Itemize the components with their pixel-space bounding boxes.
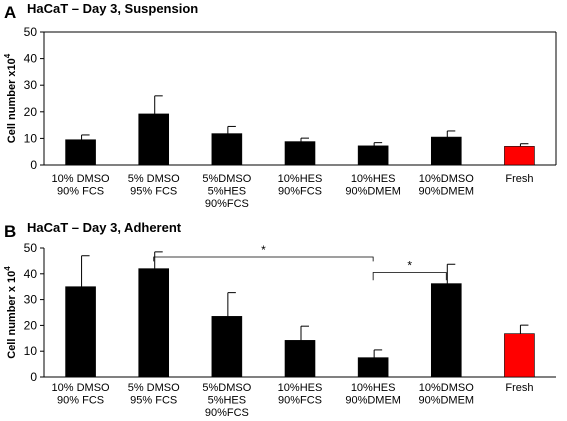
panel-b-category-label: 90%DMEM	[418, 395, 474, 407]
panel-b-significance-bracket	[372, 272, 447, 281]
panel-a-bar	[284, 141, 316, 166]
panel-a-category-label: 5% DMSO	[128, 173, 180, 185]
panel-b-bar	[138, 268, 170, 378]
panel-b-chart: 0 10 20 30 40 50 Cell number x 104 10% DMSO90% …	[3, 241, 556, 419]
panel-b-title: HaCaT – Day 3, Adherent	[27, 220, 182, 235]
panel-a-y-tick-label: 20	[24, 105, 38, 119]
panel-b-y-tick-label: 10	[24, 344, 38, 358]
panel-b-significance-label: *	[407, 259, 412, 273]
panel-a-category-label: 90% FCS	[57, 186, 104, 198]
panel-a-category-label: 5%HES	[208, 186, 247, 198]
panel-b-category-label: Fresh	[505, 382, 533, 394]
panel-b-category-label: 90%DMEM	[345, 395, 401, 407]
panel-b-y-tick-label: 20	[24, 318, 38, 332]
panel-b-bar	[504, 333, 535, 378]
panel-a-category-label: 10%HES	[278, 173, 323, 185]
panel-a-bar	[430, 136, 462, 166]
panel-b-bar	[357, 357, 389, 378]
panel-a-y-tick-label: 40	[24, 52, 38, 66]
panel-a-y-tick-label: 0	[30, 158, 37, 172]
panel-b-bar	[65, 286, 96, 378]
panel-a-category-label: 90%FCS	[278, 186, 322, 198]
panel-b-y-tick-label: 50	[24, 241, 38, 255]
panel-a-y-tick-label: 10	[24, 131, 38, 145]
panel-b-significance-bracket	[153, 256, 374, 262]
panel-b-category-label: 5%DMSO	[202, 382, 251, 394]
panel-a-bar	[357, 145, 389, 166]
panel-a-bar	[504, 146, 535, 166]
panel-b-y-axis-label: Cell number x 104	[3, 266, 18, 359]
panel-a-y-axis-label: Cell number x104	[3, 53, 18, 143]
panel-b-y-tick-label: 0	[30, 370, 37, 384]
panel-b-category-label: 10%HES	[351, 382, 396, 394]
panel-b-category-label: 5%HES	[208, 395, 247, 407]
panel-a-category-label: 10% DMSO	[52, 173, 111, 185]
panel-a-category-label: 5%DMSO	[202, 173, 251, 185]
panel-b-category-label: 10% DMSO	[52, 382, 111, 394]
panel-a-category-label: 10%HES	[351, 173, 396, 185]
panel-a-bar	[211, 133, 243, 166]
panel-a-category-label: 10%DMSO	[419, 173, 474, 185]
panel-b-category-label: 90% FCS	[57, 395, 104, 407]
panel-b-bar	[211, 316, 243, 378]
panel-a-category-label: 95% FCS	[130, 186, 177, 198]
panel-b-category-label: 10%HES	[278, 382, 323, 394]
panel-a-bar	[138, 113, 170, 166]
panel-a-category-label: Fresh	[505, 173, 533, 185]
panel-b-y-tick-label: 30	[24, 293, 38, 307]
panel-b-bar	[284, 340, 316, 378]
panel-a-y-tick-label: 50	[24, 25, 38, 39]
panel-b-category-label: 90%FCS	[278, 395, 322, 407]
panel-a-y-tick-label: 30	[24, 78, 38, 92]
panel-b-category-label: 5% DMSO	[128, 382, 180, 394]
panel-b-category-label: 95% FCS	[130, 395, 177, 407]
panel-a-category-label: 90%DMEM	[418, 186, 474, 198]
panel-b-category-label: 10%DMSO	[419, 382, 474, 394]
panel-b-bar	[430, 283, 462, 378]
panel-b-category-label: 90%FCS	[205, 407, 249, 419]
panel-a-letter: A	[4, 3, 16, 22]
panel-b-significance-label: *	[261, 243, 266, 257]
panel-b-y-tick-label: 40	[24, 267, 38, 281]
panel-a-title: HaCaT – Day 3, Suspension	[27, 1, 198, 16]
panel-a-category-label: 90%FCS	[205, 198, 249, 210]
panel-a-bar	[65, 139, 96, 166]
panel-b-letter: B	[4, 222, 16, 241]
panel-a-category-label: 90%DMEM	[345, 186, 401, 198]
